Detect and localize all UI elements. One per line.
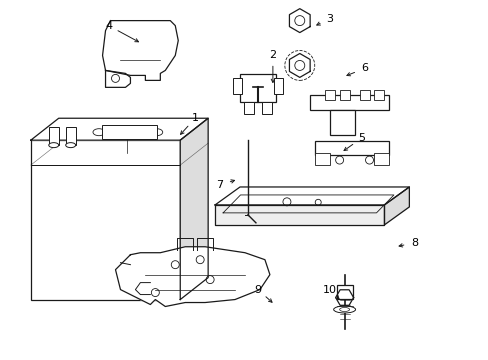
Bar: [336, 285, 352, 298]
Text: 7: 7: [216, 180, 223, 190]
Text: 8: 8: [410, 238, 417, 248]
Bar: [374, 90, 384, 100]
Bar: [262, 102, 271, 114]
Polygon shape: [384, 187, 408, 225]
Polygon shape: [102, 21, 178, 80]
Text: 9: 9: [254, 284, 261, 294]
Text: 6: 6: [360, 63, 367, 73]
Polygon shape: [215, 205, 384, 225]
Text: 3: 3: [325, 14, 332, 24]
Ellipse shape: [93, 129, 105, 136]
Ellipse shape: [333, 306, 355, 313]
Bar: [359, 90, 369, 100]
Bar: [329, 110, 354, 135]
Ellipse shape: [339, 307, 349, 311]
Polygon shape: [105, 71, 130, 87]
Ellipse shape: [150, 129, 163, 136]
Text: 2: 2: [269, 50, 276, 60]
Polygon shape: [180, 118, 208, 300]
Text: 10: 10: [322, 284, 336, 294]
Bar: [339, 90, 349, 100]
Polygon shape: [115, 247, 269, 306]
Polygon shape: [31, 118, 208, 140]
Ellipse shape: [133, 129, 144, 136]
Bar: [31, 140, 180, 300]
Bar: [233, 78, 242, 94]
Bar: [65, 127, 76, 145]
Bar: [273, 78, 282, 94]
Text: 5: 5: [357, 133, 365, 143]
Bar: [314, 153, 329, 165]
Polygon shape: [215, 187, 408, 205]
Ellipse shape: [49, 143, 59, 148]
Bar: [102, 125, 156, 139]
Ellipse shape: [113, 129, 124, 136]
Ellipse shape: [65, 143, 76, 148]
Text: 1: 1: [191, 113, 198, 123]
Bar: [309, 95, 388, 110]
Bar: [240, 75, 275, 102]
Bar: [374, 153, 388, 165]
Bar: [49, 127, 59, 145]
Bar: [244, 102, 253, 114]
Text: 4: 4: [105, 21, 112, 31]
Bar: [324, 90, 334, 100]
Bar: [314, 141, 388, 155]
